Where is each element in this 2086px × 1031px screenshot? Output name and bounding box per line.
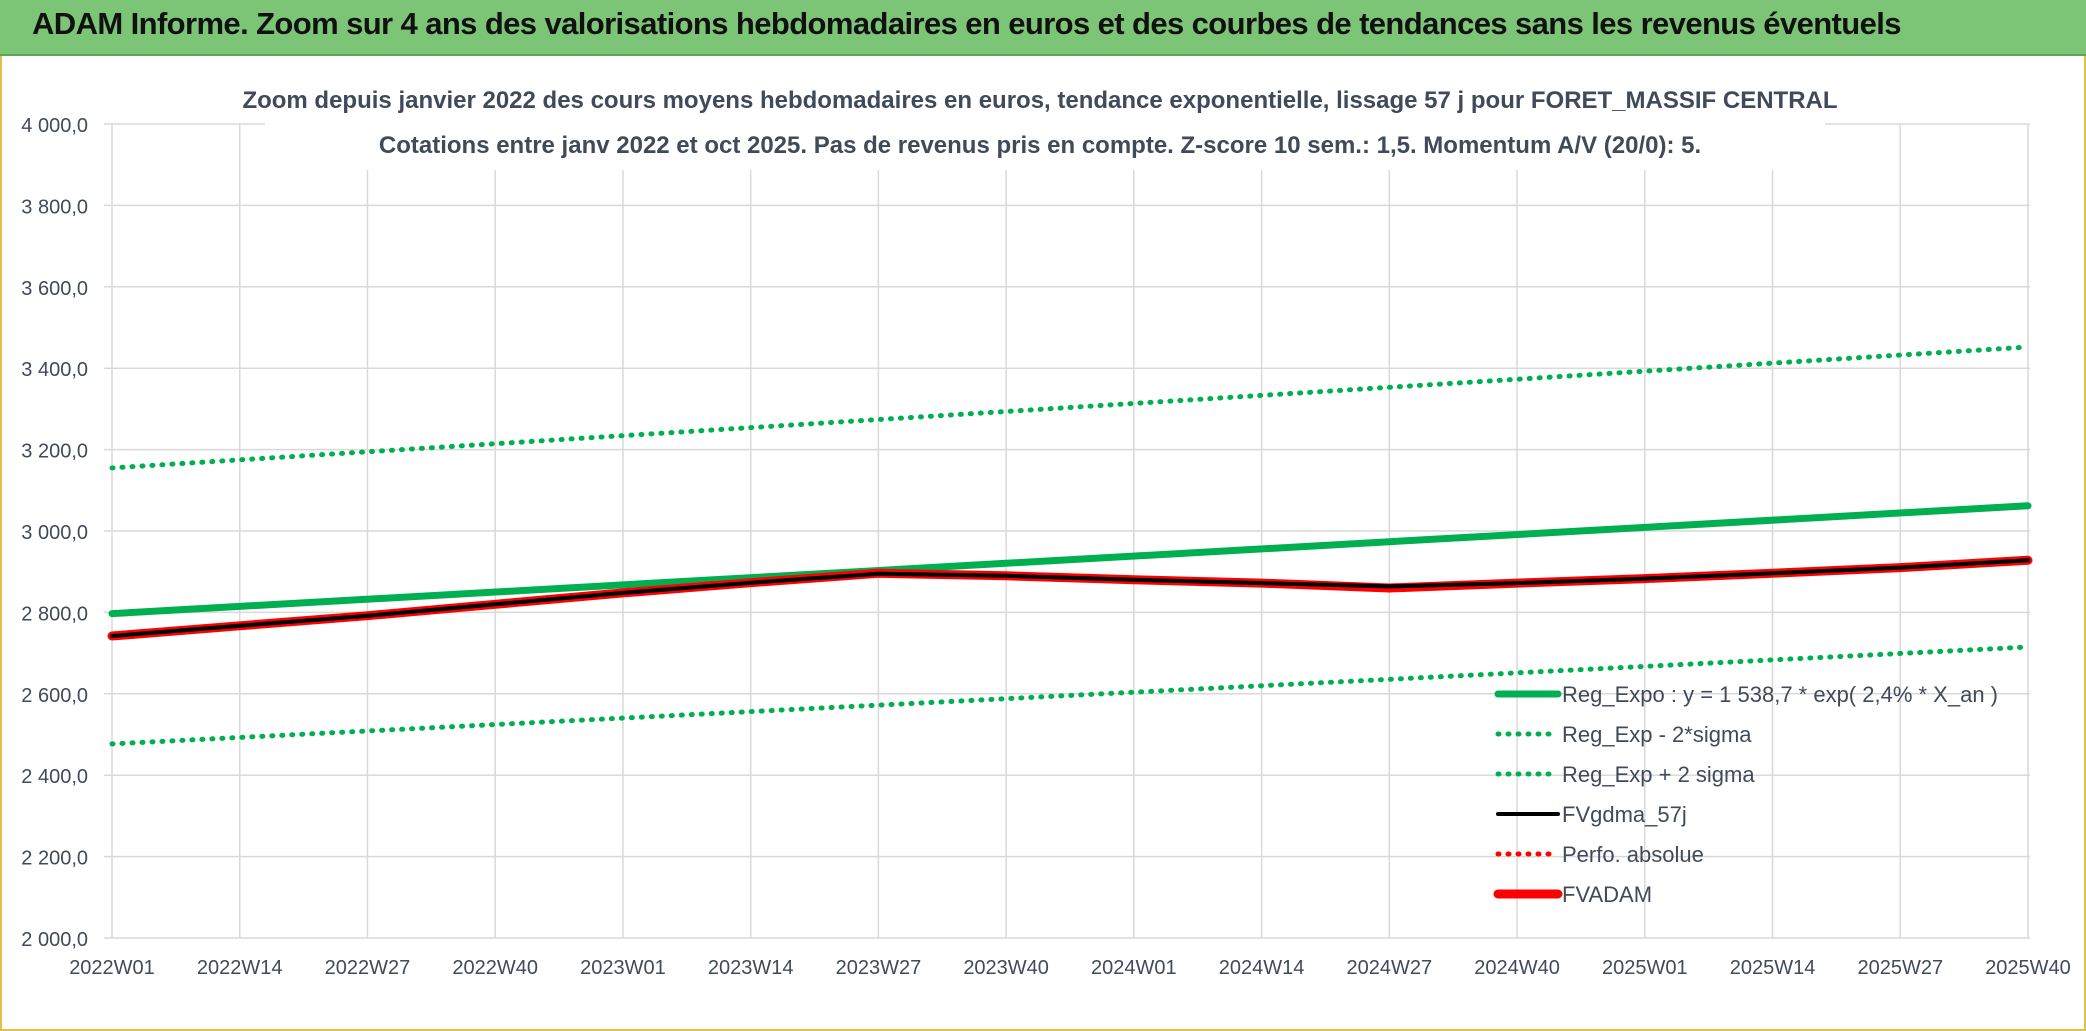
y-tick-label: 2 000,0 [21, 929, 88, 951]
x-tick-label: 2023W01 [580, 957, 666, 979]
x-tick-label: 2022W27 [325, 957, 411, 979]
x-axis-tick-labels: 2022W01 2022W14 2022W27 2022W40 2023W01 2023W… [69, 957, 2071, 979]
x-tick-label: 2022W01 [69, 957, 155, 979]
grid-layer [104, 123, 2030, 939]
series-line-0 [108, 502, 2032, 618]
title-background [265, 80, 1825, 170]
series-layer [107, 344, 2033, 747]
y-tick-label: 2 200,0 [21, 848, 88, 870]
chart-subtitle: Cotations entre janv 2022 et oct 2025. P… [379, 132, 1701, 159]
legend-label: Perfo. absolue [1562, 842, 1704, 867]
chart-area [0, 56, 2086, 1031]
x-tick-label: 2023W40 [963, 957, 1049, 979]
x-tick-label: 2025W27 [1857, 957, 1943, 979]
y-tick-label: 2 800,0 [21, 603, 88, 625]
y-tick-label: 4 000,0 [21, 115, 88, 137]
y-tick-label: 3 200,0 [21, 441, 88, 463]
x-tick-label: 2023W14 [708, 957, 794, 979]
legend-label: Reg_Exp - 2*sigma [1562, 722, 1752, 747]
y-tick-label: 3 000,0 [21, 522, 88, 544]
legend-label: Reg_Expo : y = 1 538,7 * exp( 2,4% * X_a… [1562, 682, 1998, 707]
series-line-1 [109, 644, 2031, 747]
x-tick-label: 2024W01 [1091, 957, 1177, 979]
x-tick-label: 2025W40 [1985, 957, 2071, 979]
x-tick-label: 2025W14 [1730, 957, 1816, 979]
legend-label: FVADAM [1562, 882, 1652, 907]
chart-title: Zoom depuis janvier 2022 des cours moyen… [242, 87, 1837, 114]
x-tick-label: 2024W14 [1219, 957, 1305, 979]
y-tick-label: 3 600,0 [21, 278, 88, 300]
header-banner: ADAM Informe. Zoom sur 4 ans des valoris… [0, 0, 2086, 56]
banner-title: ADAM Informe. Zoom sur 4 ans des valoris… [32, 6, 1902, 41]
legend: Reg_Expo : y = 1 538,7 * exp( 2,4% * X_a… [1493, 682, 1998, 907]
x-tick-label: 2025W01 [1602, 957, 1688, 979]
x-tick-label: 2024W40 [1474, 957, 1560, 979]
y-axis-tick-labels: 4 000,0 3 800,0 3 600,0 3 400,0 3 200,0 3 000… [21, 115, 88, 951]
y-tick-label: 2 400,0 [21, 766, 88, 788]
x-tick-label: 2022W40 [452, 957, 538, 979]
y-tick-label: 3 800,0 [21, 196, 88, 218]
y-tick-label: 3 400,0 [21, 359, 88, 381]
x-tick-label: 2022W14 [197, 957, 283, 979]
series-line-2 [109, 344, 2031, 471]
x-tick-label: 2023W27 [836, 957, 922, 979]
series-line-3 [110, 558, 2030, 638]
x-tick-label: 2024W27 [1347, 957, 1433, 979]
legend-label: FVgdma_57j [1562, 802, 1687, 827]
y-tick-label: 2 600,0 [21, 685, 88, 707]
legend-label: Reg_Exp + 2 sigma [1562, 762, 1755, 787]
